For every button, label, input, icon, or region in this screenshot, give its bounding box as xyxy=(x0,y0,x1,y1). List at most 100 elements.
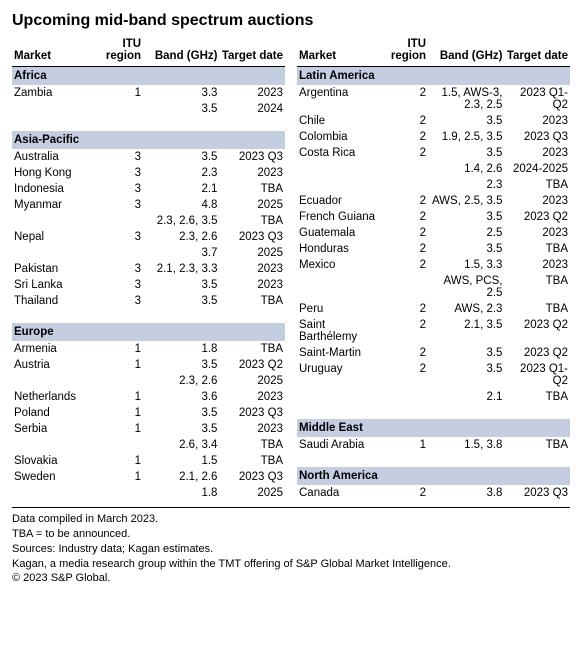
cell-itu: 1 xyxy=(99,421,143,437)
right-column: Market ITU region Band (GHz) Target date… xyxy=(297,36,570,501)
table-row: Australia33.52023 Q3 xyxy=(12,149,285,165)
cell-date: 2025 xyxy=(219,373,285,389)
hdr-band: Band (GHz) xyxy=(428,36,504,67)
table-row: 2.3TBA xyxy=(297,177,570,193)
region-label: North America xyxy=(297,467,570,485)
cell-itu xyxy=(99,101,143,117)
footer-line: © 2023 S&P Global. xyxy=(12,571,570,586)
cell-date: 2023 xyxy=(504,257,570,273)
cell-itu: 3 xyxy=(99,181,143,197)
cell-date: 2023 xyxy=(504,113,570,129)
cell-market: Saint Barthélemy xyxy=(297,317,384,345)
cell-itu: 2 xyxy=(384,129,428,145)
table-row: French Guiana23.52023 Q2 xyxy=(297,209,570,225)
table-row: 1.4, 2.62024-2025 xyxy=(297,161,570,177)
cell-itu: 1 xyxy=(99,405,143,421)
cell-market xyxy=(12,245,99,261)
cell-market xyxy=(12,485,99,501)
cell-date: TBA xyxy=(219,341,285,357)
cell-itu: 3 xyxy=(99,149,143,165)
hdr-market: Market xyxy=(12,36,99,67)
table-row: Peru2AWS, 2.3TBA xyxy=(297,301,570,317)
table-row: Costa Rica23.52023 xyxy=(297,145,570,161)
cell-itu: 3 xyxy=(99,197,143,213)
cell-itu: 3 xyxy=(99,277,143,293)
cell-market: Costa Rica xyxy=(297,145,384,161)
table-row: 2.1TBA xyxy=(297,389,570,405)
cell-market: Hong Kong xyxy=(12,165,99,181)
cell-itu: 2 xyxy=(384,113,428,129)
cell-market: Sweden xyxy=(12,469,99,485)
cell-band: 2.3, 2.6 xyxy=(143,229,219,245)
table-row: Uruguay23.52023 Q1-Q2 xyxy=(297,361,570,389)
cell-band: 1.5 xyxy=(143,453,219,469)
cell-market: Zambia xyxy=(12,85,99,101)
cell-band: 2.1, 3.5 xyxy=(428,317,504,345)
table-row: Pakistan32.1, 2.3, 3.32023 xyxy=(12,261,285,277)
cell-market: Chile xyxy=(297,113,384,129)
cell-date: 2023 xyxy=(219,277,285,293)
spacer-row xyxy=(297,453,570,467)
cell-market: Thailand xyxy=(12,293,99,309)
cell-date: 2025 xyxy=(219,197,285,213)
table-row: Sweden12.1, 2.62023 Q3 xyxy=(12,469,285,485)
cell-date: 2023 Q2 xyxy=(219,357,285,373)
cell-market xyxy=(12,437,99,453)
cell-itu: 1 xyxy=(99,341,143,357)
cell-market: French Guiana xyxy=(297,209,384,225)
cell-date: TBA xyxy=(504,437,570,453)
table-row: Colombia21.9, 2.5, 3.52023 Q3 xyxy=(297,129,570,145)
cell-band: 3.5 xyxy=(143,149,219,165)
cell-date: TBA xyxy=(219,213,285,229)
cell-itu: 3 xyxy=(99,229,143,245)
left-column: Market ITU region Band (GHz) Target date… xyxy=(12,36,285,501)
cell-market xyxy=(12,213,99,229)
cell-band: 2.3 xyxy=(428,177,504,193)
table-row: Saudi Arabia11.5, 3.8TBA xyxy=(297,437,570,453)
table-row: Hong Kong32.32023 xyxy=(12,165,285,181)
cell-band: 3.3 xyxy=(143,85,219,101)
cell-band: 1.5, 3.3 xyxy=(428,257,504,273)
cell-date: 2023 Q1-Q2 xyxy=(504,85,570,113)
cell-itu: 2 xyxy=(384,485,428,501)
cell-band: 1.8 xyxy=(143,485,219,501)
cell-itu xyxy=(99,245,143,261)
hdr-band: Band (GHz) xyxy=(143,36,219,67)
cell-band: 3.5 xyxy=(428,209,504,225)
table-row: Zambia13.32023 xyxy=(12,85,285,101)
cell-market xyxy=(297,161,384,177)
cell-date: 2023 Q2 xyxy=(504,345,570,361)
cell-market xyxy=(297,177,384,193)
cell-band: 3.5 xyxy=(428,113,504,129)
cell-band: 2.6, 3.4 xyxy=(143,437,219,453)
table-row: Austria13.52023 Q2 xyxy=(12,357,285,373)
cell-itu: 1 xyxy=(99,357,143,373)
cell-date: 2023 xyxy=(504,193,570,209)
right-table: Market ITU region Band (GHz) Target date… xyxy=(297,36,570,501)
table-row: AWS, PCS, 2.5TBA xyxy=(297,273,570,301)
table-row: Slovakia11.5TBA xyxy=(12,453,285,469)
cell-itu xyxy=(384,161,428,177)
cell-itu: 1 xyxy=(384,437,428,453)
cell-date: 2023 Q3 xyxy=(504,129,570,145)
table-row: Saint-Martin23.52023 Q2 xyxy=(297,345,570,361)
footer-line: TBA = to be announced. xyxy=(12,527,570,542)
cell-date: TBA xyxy=(219,181,285,197)
table-row: Argentina21.5, AWS-3, 2.3, 2.52023 Q1-Q2 xyxy=(297,85,570,113)
hdr-itu: ITU region xyxy=(384,36,428,67)
hdr-date: Target date xyxy=(504,36,570,67)
cell-itu: 2 xyxy=(384,225,428,241)
table-row: Indonesia32.1TBA xyxy=(12,181,285,197)
table-row: Netherlands13.62023 xyxy=(12,389,285,405)
cell-date: 2024-2025 xyxy=(504,161,570,177)
cell-date: 2023 Q3 xyxy=(219,149,285,165)
cell-market: Serbia xyxy=(12,421,99,437)
table-row: Guatemala22.52023 xyxy=(297,225,570,241)
cell-itu: 2 xyxy=(384,345,428,361)
cell-band: 2.3 xyxy=(143,165,219,181)
cell-market: Nepal xyxy=(12,229,99,245)
cell-itu xyxy=(99,485,143,501)
cell-itu: 2 xyxy=(384,193,428,209)
cell-date: TBA xyxy=(504,273,570,301)
cell-date: 2023 xyxy=(219,261,285,277)
